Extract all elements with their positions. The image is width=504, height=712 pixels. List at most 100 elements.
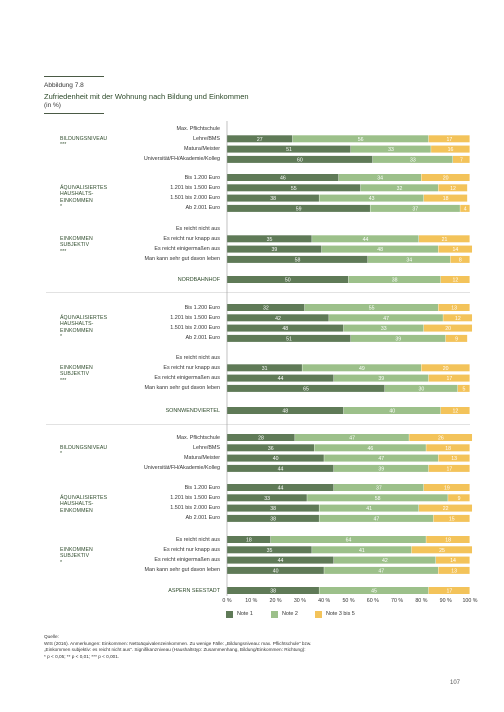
- bar-segment: [227, 454, 324, 462]
- total-bar-value-label: 17: [446, 589, 452, 595]
- total-bar-value-label: 12: [453, 278, 459, 284]
- bar-segment: [227, 314, 329, 322]
- bar-value-label: 32: [397, 186, 403, 192]
- bar-value-label: 27: [257, 137, 263, 143]
- bar-segment: [227, 304, 305, 311]
- bar-value-label: 13: [451, 456, 457, 462]
- section-label-line: BILDUNGSNIVEAU: [60, 445, 108, 451]
- bar-segment: [227, 504, 319, 512]
- bar-segment: [227, 324, 344, 332]
- row-label: Bis 1.200 Euro: [184, 484, 220, 491]
- bar-value-label: 13: [451, 568, 457, 574]
- x-tick-label: 10 %: [245, 598, 257, 604]
- bar-value-label: 56: [358, 137, 364, 143]
- bar-segment: [302, 364, 421, 372]
- bar-segment: [433, 514, 470, 522]
- bar-value-label: 20: [443, 176, 449, 182]
- bar-value-label: 12: [455, 316, 461, 322]
- bar-segment: [438, 454, 470, 462]
- bar-segment: [423, 484, 470, 491]
- bar-segment: [227, 184, 361, 192]
- row-label: Universität/FH/Akademie/Kolleg: [143, 156, 220, 163]
- bar-value-label: 14: [450, 558, 456, 564]
- section-label: ÄQUIVALISIERTES HAUSHALTS- EINKOMMEN *: [60, 315, 107, 341]
- section-label-line: *: [60, 451, 63, 458]
- row-label: 1.501 bis 2.000 Euro: [170, 505, 220, 512]
- section-label-line: BILDUNGSNIVEAU: [60, 136, 108, 142]
- total-bar-segment: [343, 407, 441, 414]
- section-label-line: SUBJEKTIV: [60, 553, 90, 560]
- row-label: Lehre/BMS: [193, 444, 220, 451]
- bar-value-label: 34: [377, 176, 383, 182]
- bar-segment: [227, 204, 370, 212]
- bar-value-label: 39: [378, 376, 384, 382]
- bar-value-label: 33: [410, 157, 416, 163]
- row-label: Max. Pflichtschule: [176, 434, 220, 441]
- total-bar-segment: [440, 407, 470, 414]
- bar-value-label: 37: [412, 206, 418, 212]
- row-label: Bis 1.200 Euro: [184, 304, 220, 311]
- bar-segment: [438, 245, 473, 253]
- row-label: Man kann sehr gut davon leben: [144, 385, 220, 392]
- bar-segment: [438, 184, 468, 192]
- bar-segment: [333, 484, 424, 491]
- bar-value-label: 8: [459, 257, 462, 263]
- bar-segment: [418, 504, 473, 512]
- legend-swatch-note3: [315, 611, 322, 618]
- bar-value-label: 47: [383, 316, 389, 322]
- row-label: Es reicht einigermaßen aus: [154, 557, 220, 564]
- bar-value-label: 55: [369, 306, 375, 312]
- source-line: * p < 0,05; ** p < 0,01; *** p < 0,001.: [44, 653, 120, 659]
- bar-segment: [227, 155, 373, 163]
- bar-value-label: 14: [453, 247, 459, 253]
- bar-segment: [324, 566, 439, 574]
- bar-value-label: 39: [271, 247, 277, 253]
- bar-segment: [423, 194, 468, 202]
- row-label: Ab 2.001 Euro: [185, 335, 220, 342]
- bar-value-label: 46: [280, 176, 286, 182]
- row-label: Es reicht nur knapp aus: [163, 235, 220, 242]
- bar-value-label: 55: [291, 186, 297, 192]
- total-bar-segment: [428, 587, 470, 594]
- bar-value-label: 13: [451, 306, 457, 312]
- bar-segment: [443, 314, 473, 322]
- section-label-line: ***: [60, 142, 67, 149]
- section-label-line: *: [60, 204, 63, 211]
- bar-segment: [307, 494, 448, 502]
- figure-title: Zufriedenheit mit der Wohnung nach Bildu…: [44, 92, 249, 101]
- row-label: Lehre/BMS: [193, 135, 220, 142]
- section-label: ÄQUIVALISIERTES HAUSHALTS- EINKOMMEN *: [60, 185, 107, 211]
- bar-segment: [227, 556, 334, 564]
- bar-segment: [338, 174, 421, 181]
- total-bar-value-label: 45: [371, 589, 377, 595]
- bar-segment: [372, 155, 453, 163]
- bar-value-label: 59: [296, 206, 302, 212]
- bar-value-label: 65: [303, 386, 309, 392]
- bar-value-label: 41: [366, 506, 372, 512]
- bar-segment: [312, 546, 412, 554]
- section-label-line: HAUSHALTS-: [60, 321, 94, 328]
- bar-value-label: 18: [443, 196, 449, 202]
- section-label-line: SUBJEKTIV: [60, 371, 90, 378]
- bar-segment: [428, 464, 470, 472]
- x-tick-label: 50 %: [342, 598, 354, 604]
- source-line: Quelle:: [44, 634, 59, 639]
- bar-segment: [384, 384, 458, 392]
- bar-value-label: 44: [363, 237, 369, 243]
- bar-segment: [350, 334, 446, 342]
- section-label-line: SUBJEKTIV: [60, 242, 90, 249]
- bar-value-label: 33: [381, 326, 387, 332]
- bar-segment: [448, 494, 470, 502]
- bar-segment: [360, 184, 439, 192]
- bar-value-label: 5: [462, 386, 465, 392]
- bar-segment: [426, 536, 470, 543]
- bar-value-label: 17: [446, 466, 452, 472]
- bar-segment: [426, 444, 470, 452]
- row-label: Max. Pflichtschule: [176, 125, 220, 132]
- x-tick-label: 20 %: [270, 598, 282, 604]
- row-label: Es reicht nicht aus: [175, 225, 220, 232]
- bar-segment: [418, 235, 470, 243]
- bar-value-label: 43: [369, 196, 375, 202]
- row-label: Es reicht nur knapp aus: [163, 546, 220, 553]
